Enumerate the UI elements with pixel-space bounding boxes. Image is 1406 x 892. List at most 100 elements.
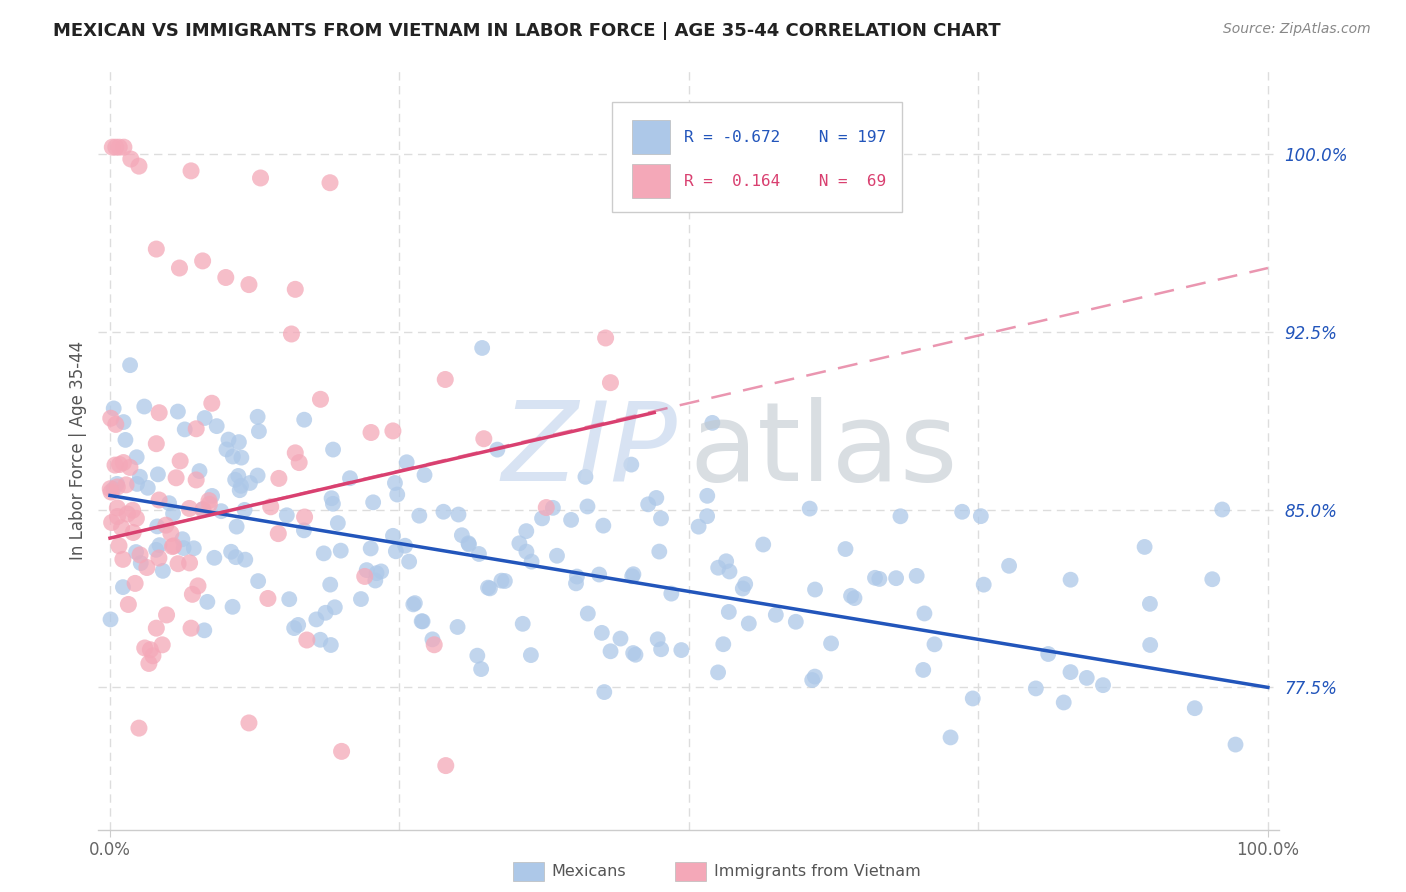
Point (624, 648, 647, 662)
Point (165, 471, 187, 485)
Point (215, 270, 238, 285)
Point (924, 637, 946, 651)
Point (180, 621, 202, 635)
Point (180, 164, 202, 178)
Point (238, 277, 260, 292)
Point (621, 569, 644, 583)
Point (228, 469, 250, 483)
Point (112, 456, 135, 470)
Point (148, 493, 170, 508)
Point (155, 518, 177, 533)
Y-axis label: In Labor Force | Age 35-44: In Labor Force | Age 35-44 (69, 341, 87, 560)
Point (394, 539, 416, 553)
Point (136, 481, 159, 495)
Point (370, 565, 392, 579)
Point (939, 731, 962, 745)
Point (225, 550, 247, 565)
Point (531, 511, 554, 525)
Point (321, 491, 343, 506)
Point (412, 615, 434, 629)
Point (284, 446, 307, 460)
Point (592, 518, 614, 533)
Point (387, 487, 409, 501)
Point (128, 721, 150, 735)
Point (228, 435, 250, 450)
Point (155, 607, 177, 622)
Point (422, 632, 444, 647)
Point (145, 542, 167, 557)
Point (546, 549, 568, 563)
Point (515, 544, 537, 558)
Point (714, 554, 737, 568)
Point (288, 456, 311, 470)
Point (520, 648, 543, 662)
FancyBboxPatch shape (633, 120, 671, 154)
Point (588, 567, 610, 582)
Point (104, 140, 127, 154)
Text: atlas: atlas (689, 397, 957, 504)
Point (225, 519, 247, 533)
Point (384, 475, 406, 490)
Point (477, 581, 499, 595)
Point (247, 574, 270, 588)
Point (868, 572, 890, 586)
Point (411, 614, 433, 628)
Point (246, 468, 269, 483)
Point (219, 545, 242, 559)
Point (404, 596, 426, 610)
Point (339, 471, 361, 485)
Point (536, 500, 558, 515)
Point (138, 657, 160, 671)
Point (834, 542, 856, 557)
Point (360, 541, 382, 556)
Point (202, 550, 225, 565)
Point (247, 424, 270, 438)
Point (319, 577, 342, 591)
Point (451, 528, 474, 542)
Point (752, 537, 775, 551)
Point (148, 406, 170, 420)
Point (148, 538, 170, 552)
Point (222, 450, 245, 464)
Point (478, 582, 501, 596)
Point (350, 592, 373, 607)
Text: ZIP: ZIP (502, 397, 678, 504)
Point (239, 475, 262, 490)
Point (121, 503, 143, 517)
Point (162, 540, 184, 554)
Point (366, 566, 388, 581)
Point (129, 548, 152, 562)
Text: MEXICAN VS IMMIGRANTS FROM VIETNAM IN LABOR FORCE | AGE 35-44 CORRELATION CHART: MEXICAN VS IMMIGRANTS FROM VIETNAM IN LA… (53, 22, 1001, 40)
Point (408, 508, 430, 523)
Point (152, 564, 174, 578)
Point (105, 500, 128, 515)
Point (576, 500, 599, 514)
Point (173, 541, 195, 555)
Point (108, 539, 131, 553)
Point (799, 501, 821, 516)
Point (195, 595, 218, 609)
Point (659, 586, 682, 600)
Point (278, 592, 301, 607)
Point (1139, 597, 1161, 611)
Point (179, 556, 201, 570)
Point (319, 176, 342, 190)
Point (973, 577, 995, 591)
Point (100, 612, 122, 626)
Point (110, 521, 132, 535)
Point (233, 503, 256, 517)
Point (609, 632, 631, 646)
Point (125, 511, 148, 525)
Point (734, 577, 756, 591)
Point (591, 625, 613, 640)
Point (711, 637, 734, 651)
Point (322, 442, 344, 457)
Point (191, 502, 214, 516)
Point (465, 648, 488, 663)
Point (103, 482, 125, 496)
Point (172, 532, 194, 546)
Point (330, 744, 353, 758)
Point (107, 509, 129, 524)
Point (1133, 540, 1156, 554)
Point (228, 483, 250, 498)
